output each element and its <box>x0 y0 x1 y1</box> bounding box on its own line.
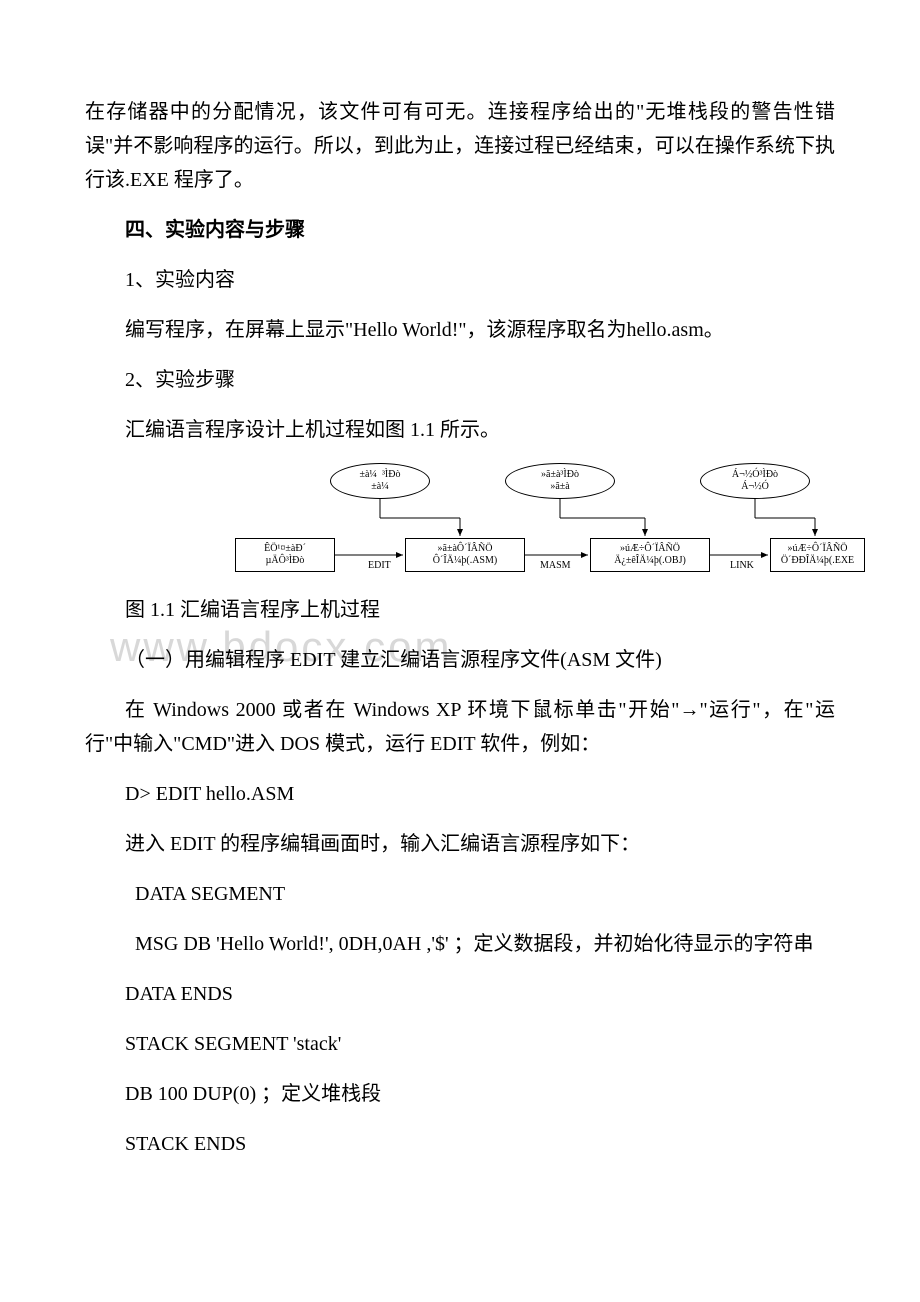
code-line-2: MSG DB 'Hello World!', 0DH,0AH ,'$' ；定义数… <box>85 927 835 961</box>
rect2-line2: Ô´ÎÄ¼þ(.ASM) <box>433 555 497 567</box>
figure-caption: 图 1.1 汇编语言程序上机过程 <box>85 593 835 627</box>
code-line-3: DATA ENDS <box>85 977 835 1011</box>
oval2-line2: »ã±à <box>550 481 569 493</box>
paragraph-edit-desc: 进入 EDIT 的程序编辑画面时，输入汇编语言源程序如下： <box>85 827 835 861</box>
rect4-line1: »úÆ÷Ô´ÏÂÑÖ <box>788 543 848 555</box>
flowchart-rect-source: ÊÖ¹¤±àÐ´ µÄÔ­³ÌÐò <box>235 538 335 572</box>
paragraph-steps-label: 2、实验步骤 <box>85 363 835 397</box>
oval2-line1: »ã±à³ÌÐò <box>541 469 579 481</box>
flowchart-diagram: ±à¼­ ³ÌÐò ±à¼­ »ã±à³ÌÐò »ã±à Á¬½Ó³ÌÐò Á¬… <box>235 463 855 583</box>
label-masm: MASM <box>540 560 571 571</box>
paragraph-intro: 在存储器中的分配情况，该文件可有可无。连接程序给出的"无堆栈段的警告性错误"并不… <box>85 95 835 197</box>
label-link: LINK <box>730 560 754 571</box>
paragraph-cmd: D> EDIT hello.ASM <box>85 777 835 811</box>
flowchart-oval-asm: »ã±à³ÌÐò »ã±à <box>505 463 615 499</box>
rect4-line2: Ö´ÐÐÎÄ¼þ(.EXE <box>781 555 854 567</box>
paragraph-windows: 在 Windows 2000 或者在 Windows XP 环境下鼠标单击"开始… <box>85 693 835 761</box>
paragraph-step1: （一）用编辑程序 EDIT 建立汇编语言源程序文件(ASM 文件) <box>85 643 835 677</box>
oval1-line3: ±à¼­ <box>370 481 391 493</box>
code-line-4: STACK SEGMENT 'stack' <box>85 1027 835 1061</box>
flowchart-rect-obj: »úÆ÷Ô´ÏÂÑÖ Ä¿±êÎÄ¼þ(.OBJ) <box>590 538 710 572</box>
paragraph-content-desc: 编写程序，在屏幕上显示"Hello World!"，该源程序取名为hello.a… <box>85 313 835 347</box>
oval1-line1: ±à¼­ ³ÌÐò <box>360 469 401 481</box>
code-line-5: DB 100 DUP(0) ；定义堆栈段 <box>85 1077 835 1111</box>
code-line-1: DATA SEGMENT <box>85 877 835 911</box>
oval3-line2: Á¬½Ó <box>741 481 769 493</box>
section-heading: 四、实验内容与步骤 <box>85 213 835 247</box>
code-line-6: STACK ENDS <box>85 1127 835 1161</box>
paragraph-content-label: 1、实验内容 <box>85 263 835 297</box>
rect3-line2: Ä¿±êÎÄ¼þ(.OBJ) <box>614 555 686 567</box>
flowchart-rect-asm: »ã±àÔ´ÏÂÑÖ Ô´ÎÄ¼þ(.ASM) <box>405 538 525 572</box>
flowchart-rect-exe: »úÆ÷Ô´ÏÂÑÖ Ö´ÐÐÎÄ¼þ(.EXE <box>770 538 865 572</box>
rect1-line2: µÄÔ­³ÌÐò <box>266 555 305 567</box>
document-content: 在存储器中的分配情况，该文件可有可无。连接程序给出的"无堆栈段的警告性错误"并不… <box>85 95 835 1161</box>
paragraph-steps-desc: 汇编语言程序设计上机过程如图 1.1 所示。 <box>85 413 835 447</box>
flowchart-oval-link: Á¬½Ó³ÌÐò Á¬½Ó <box>700 463 810 499</box>
flowchart-oval-edit: ±à¼­ ³ÌÐò ±à¼­ <box>330 463 430 499</box>
rect1-line1: ÊÖ¹¤±àÐ´ <box>264 543 306 555</box>
rect3-line1: »úÆ÷Ô´ÏÂÑÖ <box>620 543 680 555</box>
rect2-line1: »ã±àÔ´ÏÂÑÖ <box>438 543 493 555</box>
oval3-line1: Á¬½Ó³ÌÐò <box>732 469 778 481</box>
label-edit: EDIT <box>368 560 391 571</box>
